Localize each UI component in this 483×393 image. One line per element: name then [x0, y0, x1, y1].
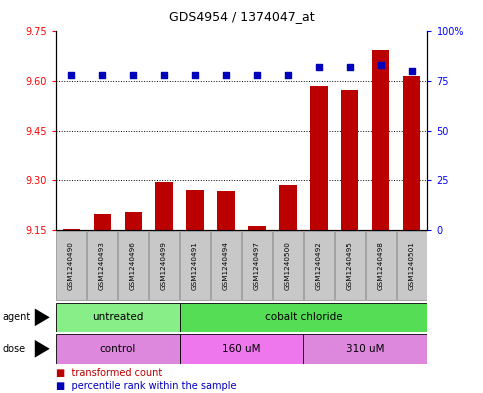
Text: 160 uM: 160 uM: [222, 344, 261, 354]
Text: 310 uM: 310 uM: [346, 344, 385, 354]
Text: GSM1240494: GSM1240494: [223, 241, 229, 290]
Text: GSM1240492: GSM1240492: [316, 241, 322, 290]
Bar: [94, 214, 111, 230]
Text: control: control: [99, 344, 136, 354]
Bar: [403, 76, 421, 230]
Point: [160, 72, 168, 78]
Bar: [180, 231, 210, 300]
Bar: [56, 334, 180, 364]
Text: GSM1240499: GSM1240499: [161, 241, 167, 290]
Text: GSM1240495: GSM1240495: [347, 241, 353, 290]
Bar: [242, 231, 272, 300]
Point: [98, 72, 106, 78]
Text: GSM1240491: GSM1240491: [192, 241, 198, 290]
Text: ■  transformed count: ■ transformed count: [56, 367, 162, 378]
Point: [191, 72, 199, 78]
Bar: [156, 182, 172, 230]
Bar: [149, 231, 179, 300]
Text: GSM1240501: GSM1240501: [409, 241, 415, 290]
Bar: [118, 231, 148, 300]
Bar: [335, 231, 365, 300]
Bar: [273, 231, 303, 300]
Text: ■  percentile rank within the sample: ■ percentile rank within the sample: [56, 381, 236, 391]
Point: [284, 72, 292, 78]
Bar: [311, 86, 327, 230]
Point: [315, 64, 323, 70]
Point: [67, 72, 75, 78]
Text: GSM1240498: GSM1240498: [378, 241, 384, 290]
Text: GSM1240497: GSM1240497: [254, 241, 260, 290]
Bar: [303, 334, 427, 364]
Bar: [180, 303, 427, 332]
Text: dose: dose: [2, 344, 26, 354]
Bar: [87, 231, 117, 300]
Bar: [366, 231, 396, 300]
Text: GSM1240490: GSM1240490: [68, 241, 74, 290]
Bar: [56, 303, 180, 332]
Point: [253, 72, 261, 78]
Bar: [304, 231, 334, 300]
Point: [222, 72, 230, 78]
Text: untreated: untreated: [92, 312, 143, 322]
Bar: [397, 231, 427, 300]
Bar: [186, 189, 203, 230]
Text: cobalt chloride: cobalt chloride: [265, 312, 342, 322]
Bar: [125, 212, 142, 230]
Point: [377, 62, 385, 68]
Bar: [372, 50, 389, 230]
Bar: [248, 226, 266, 230]
Point: [129, 72, 137, 78]
Text: GDS4954 / 1374047_at: GDS4954 / 1374047_at: [169, 10, 314, 23]
Point: [346, 64, 354, 70]
Bar: [211, 231, 241, 300]
Bar: [217, 191, 235, 230]
Bar: [180, 334, 303, 364]
Text: GSM1240493: GSM1240493: [99, 241, 105, 290]
Bar: [62, 229, 80, 230]
Bar: [56, 231, 86, 300]
Point: [408, 68, 416, 74]
Bar: [341, 90, 358, 230]
Bar: [280, 185, 297, 230]
Text: GSM1240500: GSM1240500: [285, 241, 291, 290]
Text: GSM1240496: GSM1240496: [130, 241, 136, 290]
Text: agent: agent: [2, 312, 30, 322]
